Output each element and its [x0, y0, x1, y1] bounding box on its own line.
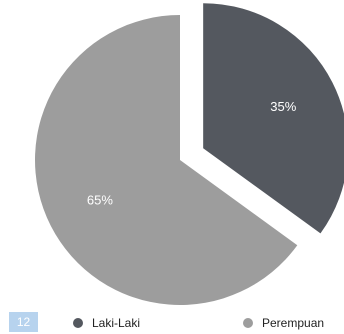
pie-slices [34, 3, 344, 305]
legend-entry-laki-laki: Laki-Laki [73, 315, 140, 331]
legend-entry-perempuan: Perempuan [243, 315, 324, 331]
pie-slice-perempuan [34, 15, 298, 305]
pie-value-label-perempuan: 65% [87, 192, 113, 207]
legend-label-laki-laki: Laki-Laki [92, 316, 141, 330]
legend-swatch-perempuan [243, 318, 253, 328]
page-number-badge: 12 [9, 312, 38, 332]
pie-value-labels: 35% 65% [87, 99, 297, 207]
pie-slice-laki-laki [203, 3, 344, 234]
legend-swatch-laki-laki [73, 318, 83, 328]
pie-value-label-laki-laki: 35% [270, 99, 296, 114]
legend-label-perempuan: Perempuan [262, 316, 325, 330]
